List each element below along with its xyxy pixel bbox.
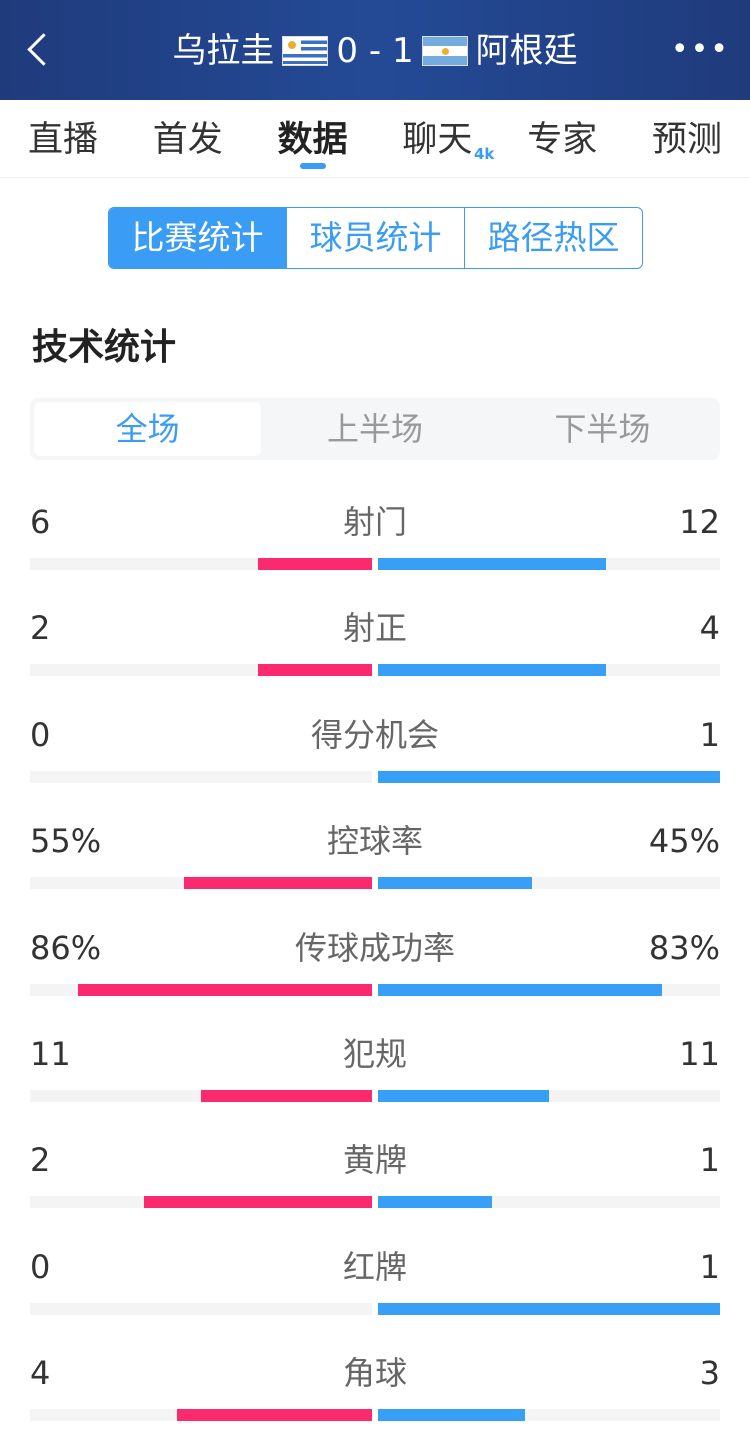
segment-match-stats[interactable]: 比赛统计: [109, 208, 286, 268]
away-bar: [378, 877, 532, 890]
home-value: 4: [30, 1354, 51, 1393]
home-bar-track: [30, 877, 372, 890]
home-bar-track: [30, 983, 372, 996]
away-bar-track: [378, 1302, 720, 1315]
stat-label: 角球: [342, 1354, 407, 1393]
away-bar-track: [378, 1196, 720, 1209]
score: 0 - 1: [336, 31, 414, 71]
stat-row: 55% 控球率 45%: [30, 819, 720, 919]
tab-prediction[interactable]: 预测: [651, 120, 722, 160]
home-bar-track: [30, 770, 372, 783]
stat-row: 2 射正 4: [30, 606, 720, 706]
home-value: 6: [30, 503, 51, 541]
stat-row: 86% 传球成功率 83%: [30, 926, 720, 1026]
segment-heatmap[interactable]: 路径热区: [464, 208, 642, 268]
stat-row: 0 得分机会 1: [30, 713, 720, 813]
match-title: 乌拉圭 0 - 1 阿根廷: [0, 26, 750, 76]
period-tabs: 全场 上半场 下半场: [30, 398, 720, 460]
stat-label: 控球率: [326, 822, 423, 861]
match-header: 乌拉圭 0 - 1 阿根廷 •••: [0, 0, 750, 100]
stats-type-segment: 比赛统计 球员统计 路径热区: [108, 207, 643, 269]
away-bar-track: [378, 877, 720, 890]
away-bar: [378, 558, 607, 570]
stat-row: 11 犯规 11: [30, 1032, 720, 1132]
stat-label: 传球成功率: [294, 928, 455, 967]
section-title: 技术统计: [32, 327, 177, 368]
away-value: 1: [699, 715, 720, 754]
period-full[interactable]: 全场: [34, 402, 262, 456]
away-bar: [378, 770, 720, 783]
tab-data[interactable]: 数据: [278, 100, 348, 177]
home-bar-track: [30, 1302, 372, 1315]
home-bar: [183, 877, 372, 890]
away-value: 4: [699, 609, 720, 648]
tab-lineup[interactable]: 首发: [152, 120, 223, 160]
stat-row: 0 红牌 1: [30, 1245, 720, 1345]
away-bar: [378, 1409, 525, 1422]
away-bar-track: [378, 770, 720, 783]
away-value: 12: [679, 503, 720, 541]
stat-row: 4 角球 3: [30, 1351, 720, 1451]
away-value: 11: [679, 1035, 720, 1073]
away-bar: [378, 1302, 720, 1315]
home-bar-track: [30, 664, 372, 677]
away-value: 1: [699, 1247, 720, 1286]
home-bar: [77, 983, 372, 996]
away-value: 45%: [648, 822, 720, 861]
tab-live[interactable]: 直播: [28, 120, 99, 160]
away-bar: [378, 664, 607, 677]
tab-chat-label: 聊天: [402, 120, 473, 160]
away-bar-track: [378, 983, 720, 996]
stat-label: 犯规: [342, 1035, 407, 1073]
home-bar-track: [30, 1090, 372, 1102]
stat-row: 2 黄牌 1: [30, 1138, 720, 1238]
away-bar-track: [378, 1409, 720, 1422]
period-first-half[interactable]: 上半场: [326, 410, 423, 448]
home-value: 11: [30, 1035, 71, 1073]
away-bar: [378, 1090, 549, 1102]
away-team: 阿根廷: [475, 31, 578, 71]
home-bar-track: [30, 1196, 372, 1209]
away-value: 3: [699, 1354, 720, 1393]
away-bar: [378, 1196, 492, 1209]
home-bar: [176, 1409, 372, 1422]
home-value: 55%: [30, 822, 102, 861]
stat-label: 黄牌: [342, 1141, 407, 1180]
stat-label: 射正: [342, 609, 407, 648]
stat-row: 6 射门 12: [30, 500, 720, 600]
period-second-half[interactable]: 下半场: [554, 410, 651, 448]
away-value: 83%: [648, 928, 720, 967]
home-bar-track: [30, 558, 372, 570]
away-bar: [378, 983, 662, 996]
home-bar: [258, 664, 372, 677]
main-tabs: 直播 首发 数据 聊天 4k 专家 预测: [0, 100, 750, 178]
home-value: 0: [30, 1247, 51, 1286]
away-bar-track: [378, 664, 720, 677]
more-dots-icon[interactable]: •••: [670, 32, 730, 67]
home-value: 2: [30, 609, 51, 648]
segment-player-stats[interactable]: 球员统计: [286, 208, 464, 268]
away-bar-track: [378, 558, 720, 570]
stat-label: 得分机会: [310, 715, 439, 754]
argentina-flag-icon: [421, 36, 468, 66]
home-bar: [201, 1090, 372, 1102]
home-value: 2: [30, 1141, 51, 1180]
tab-expert[interactable]: 专家: [527, 120, 598, 160]
home-bar-track: [30, 1409, 372, 1422]
stat-label: 射门: [342, 503, 407, 541]
away-value: 1: [699, 1141, 720, 1180]
home-bar: [258, 558, 372, 570]
4k-badge: 4k: [473, 145, 495, 163]
tab-chat[interactable]: 聊天 4k: [402, 100, 494, 177]
away-bar-track: [378, 1090, 720, 1102]
stat-label: 红牌: [342, 1247, 407, 1286]
home-value: 86%: [30, 928, 102, 967]
home-team: 乌拉圭: [172, 31, 275, 71]
home-value: 0: [30, 715, 51, 754]
uruguay-flag-icon: [282, 36, 329, 66]
home-bar: [143, 1196, 372, 1209]
